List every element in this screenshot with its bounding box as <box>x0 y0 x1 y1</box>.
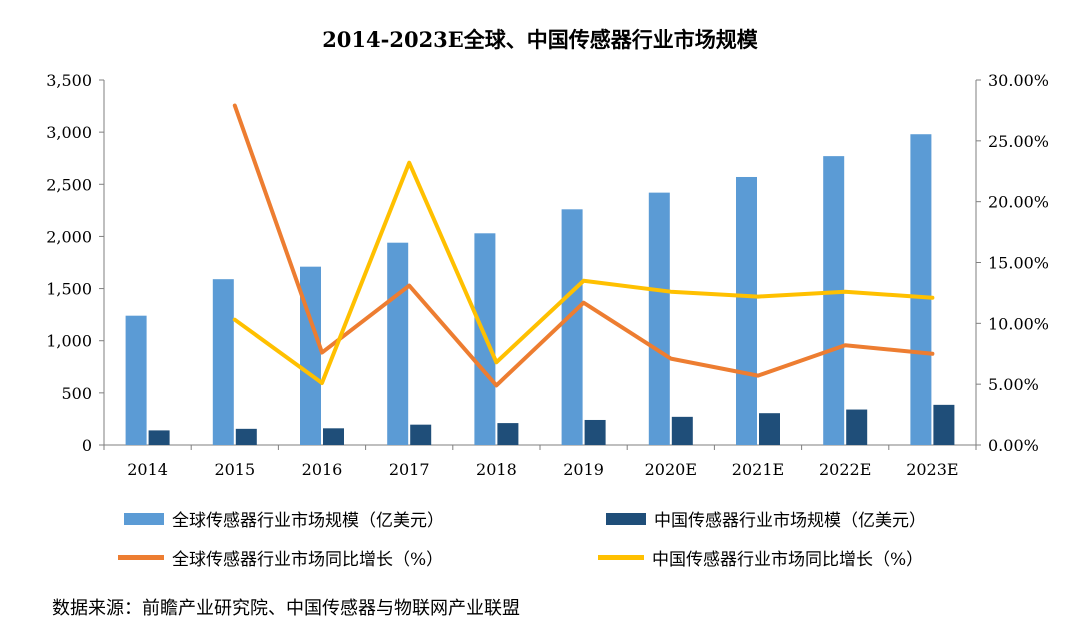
legend-swatch-global-size <box>124 512 164 525</box>
right-tick-label: 0.00% <box>988 436 1039 455</box>
right-tick-label: 15.00% <box>988 254 1049 273</box>
legend-label-china-growth: 中国传感器行业市场同比增长（%） <box>652 550 924 570</box>
bar-global-size <box>736 176 757 445</box>
legend-label-global-size: 全球传感器行业市场规模（亿美元） <box>172 511 444 531</box>
legend-label-global-growth: 全球传感器行业市场同比增长（%） <box>172 550 444 570</box>
bar-global-size <box>561 209 583 445</box>
bar-global-size <box>387 242 409 445</box>
x-tick-label: 2018 <box>476 460 517 479</box>
left-tick-label: 2,500 <box>46 175 92 194</box>
chart-title: 2014-2023E全球、中国传感器行业市场规模 <box>322 27 758 52</box>
bar-global-size <box>300 266 321 445</box>
bar-china-size <box>671 416 693 445</box>
bar-china-size <box>933 404 955 445</box>
left-tick-label: 1,500 <box>46 280 92 299</box>
right-tick-label: 20.00% <box>988 193 1049 212</box>
bar-global-size <box>648 192 670 445</box>
x-tick-label: 2020E <box>645 460 697 479</box>
right-tick-label: 10.00% <box>988 314 1049 333</box>
bar-global-size <box>125 315 147 445</box>
legend-china-size: 中国传感器行业市场规模（亿美元） <box>606 506 926 531</box>
left-tick-label: 1,000 <box>46 332 92 351</box>
right-tick-label: 5.00% <box>988 375 1039 394</box>
bar-china-size <box>846 409 868 445</box>
x-tick-label: 2021E <box>732 460 784 479</box>
x-tick-label: 2019 <box>563 460 604 479</box>
bar-china-size <box>148 430 170 445</box>
combo-chart: 0 500 1,000 1,500 2,000 2,500 3,000 3,500 0.00% 5… <box>46 71 1049 479</box>
bar-global-size <box>212 279 234 445</box>
x-tick-label: 2015 <box>214 460 255 479</box>
bar-china-size <box>497 423 519 445</box>
data-source: 数据来源：前瞻产业研究院、中国传感器与物联网产业联盟 <box>52 598 520 619</box>
bar-china-size <box>584 419 606 445</box>
right-tick-label: 30.00% <box>988 71 1049 90</box>
x-tick-label: 2016 <box>302 460 343 479</box>
legend-swatch-china-growth <box>598 555 644 560</box>
bar-global-size <box>823 156 845 445</box>
legend-global-growth: 全球传感器行业市场同比增长（%） <box>118 545 443 570</box>
x-tick-label: 2022E <box>819 460 871 479</box>
bar-global-size <box>910 134 932 445</box>
legend-label-china-size: 中国传感器行业市场规模（亿美元） <box>654 511 926 531</box>
left-tick-label: 2,000 <box>46 227 92 246</box>
bar-china-size <box>759 413 780 445</box>
x-tick-label: 2014 <box>127 460 168 479</box>
left-tick-label: 3,000 <box>46 123 92 142</box>
x-tick-label: 2023E <box>906 460 958 479</box>
bar-china-size <box>323 428 344 445</box>
left-tick-label: 3,500 <box>46 71 92 90</box>
left-tick-label: 500 <box>61 384 92 403</box>
legend-global-size: 全球传感器行业市场规模（亿美元） <box>124 506 444 531</box>
x-tick-label: 2017 <box>389 460 430 479</box>
legend-swatch-global-growth <box>118 555 164 560</box>
bar-china-size <box>235 428 257 445</box>
legend-china-growth: 中国传感器行业市场同比增长（%） <box>598 545 923 570</box>
left-tick-label: 0 <box>82 436 92 455</box>
bar-china-size <box>410 424 432 445</box>
right-tick-label: 25.00% <box>988 132 1049 151</box>
legend-swatch-china-size <box>606 512 646 525</box>
